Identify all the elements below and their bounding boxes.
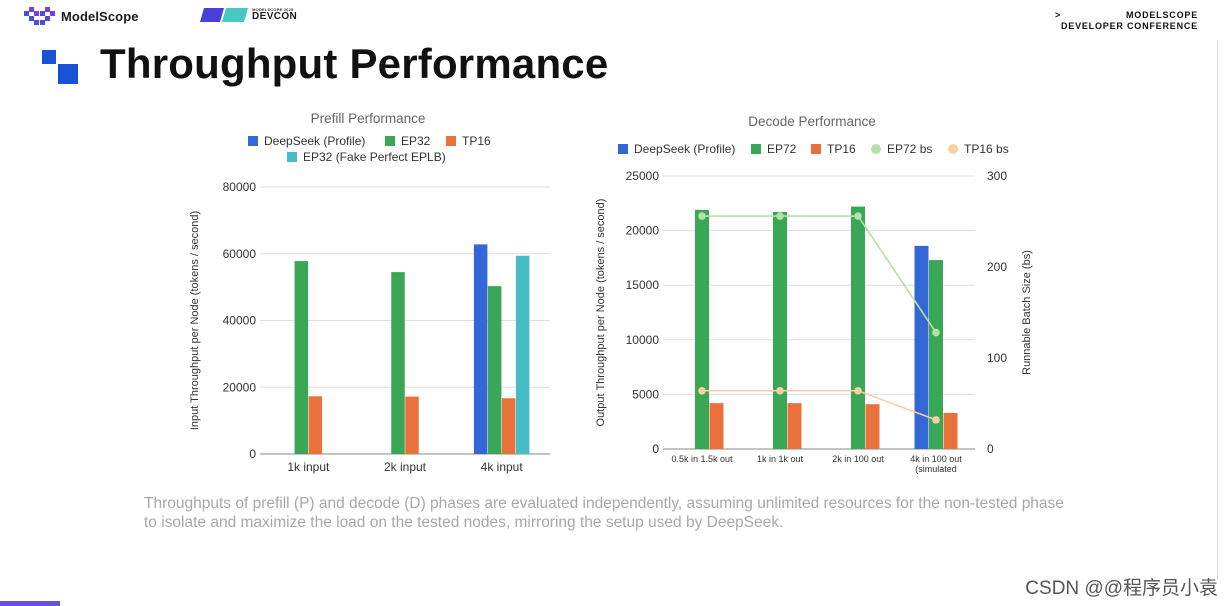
bar-tp16-4k-input: [501, 398, 516, 454]
y2-axis-label: Runnable Batch Size (bs): [1021, 250, 1033, 375]
point-tp16-bs-0-5k-in-1-5k-out: [698, 386, 706, 395]
csdn-watermark: CSDN @@程序员小袁: [1025, 578, 1218, 599]
x-tick-label: 2k in 100 out: [832, 454, 884, 464]
bar-ep72-4k-in-100-out: [929, 260, 943, 449]
legend-label-deepseek-profile: DeepSeek (Profile): [634, 142, 735, 156]
legend-label-tp16: TP16: [827, 142, 856, 156]
page-title: Throughput Performance: [100, 40, 609, 87]
bottom-accent-bar: [0, 601, 60, 606]
legend-swatch-ep32-fake-perfect-eplb: [287, 152, 297, 162]
title-squares-icon: [42, 50, 80, 86]
x-tick-sublabel: (simulated: [915, 464, 957, 474]
conference-line-2: DEVELOPER CONFERENCE: [1060, 21, 1198, 31]
bar-ep72-2k-in-100-out: [851, 206, 865, 449]
conference-name: > MODELSCOPE DEVELOPER CONFERENCE: [1055, 10, 1198, 32]
y-tick-label: 25000: [626, 169, 660, 183]
y2-tick-label: 0: [987, 442, 994, 456]
point-ep72-bs-0-5k-in-1-5k-out: [698, 212, 706, 220]
point-ep72-bs-4k-in-100-out: [932, 328, 940, 337]
y-tick-label: 80000: [223, 180, 257, 194]
point-ep72-bs-2k-in-100-out: [854, 212, 862, 220]
legend-label-tp16-bs: TP16 bs: [964, 142, 1009, 156]
bar-ep72-1k-in-1k-out: [773, 212, 787, 449]
legend-label-tp16: TP16: [462, 134, 491, 148]
bar-ep32-4k-input: [487, 286, 502, 454]
bar-tp16-0-5k-in-1-5k-out: [709, 403, 724, 449]
legend-swatch-ep32: [385, 136, 395, 146]
y-tick-label: 15000: [626, 278, 660, 292]
modelscope-logo-text: ModelScope: [61, 8, 139, 24]
bar-tp16-1k-input: [308, 396, 323, 454]
legend-swatch-tp16: [446, 136, 456, 146]
legend-swatch-ep72: [751, 144, 761, 154]
y2-tick-label: 300: [987, 169, 1007, 183]
legend-swatch-deepseek-profile: [618, 144, 628, 154]
bar-tp16-4k-in-100-out: [943, 412, 958, 449]
point-tp16-bs-1k-in-1k-out: [776, 386, 784, 395]
bar-ep32-2k-input: [391, 272, 405, 454]
bar-ep72-0-5k-in-1-5k-out: [695, 209, 709, 449]
prefill-performance-chart: Prefill Performance DeepSeek (Profile) EP3…: [189, 111, 550, 474]
legend-label-ep72: EP72: [767, 142, 797, 156]
bar-ep32-1k-input: [294, 261, 309, 454]
y-tick-label: 0: [249, 447, 256, 461]
y-tick-label: 10000: [626, 333, 660, 347]
legend-label-deepseek-profile: DeepSeek (Profile): [264, 134, 365, 148]
x-tick-label: 4k input: [481, 460, 524, 474]
y-tick-label: 20000: [626, 224, 660, 238]
y-tick-label: 20000: [223, 380, 257, 394]
slide-edge-line: [1217, 40, 1218, 580]
y2-tick-label: 100: [987, 351, 1007, 365]
x-tick-label: 0.5k in 1.5k out: [671, 454, 733, 464]
line-ep72-bs: [702, 215, 937, 333]
y-axis-label: Output Throughput per Node (tokens / sec…: [595, 199, 607, 427]
y-tick-label: 0: [652, 442, 659, 456]
bar-tp16-2k-input: [405, 396, 419, 454]
legend-swatch-deepseek-profile: [248, 136, 258, 146]
x-tick-label: 1k in 1k out: [757, 454, 804, 464]
bar-ep32-fake-perfect-eplb-4k-input: [515, 255, 530, 454]
modelscope-logo-icon: [24, 7, 56, 25]
legend-label-ep32-fake-perfect-eplb: EP32 (Fake Perfect EPLB): [303, 150, 446, 164]
line-tp16-bs: [702, 389, 937, 421]
bar-deepseek-profile-4k-input: [473, 244, 488, 454]
bar-deepseek-profile-4k-in-100-out: [914, 245, 929, 449]
legend-swatch-tp16-bs: [948, 144, 958, 154]
x-tick-label: 2k input: [384, 460, 427, 474]
bar-tp16-1k-in-1k-out: [787, 403, 802, 449]
slide-caption: Throughputs of prefill (P) and decode (D…: [144, 495, 1064, 531]
devcon-title: DEVCON: [252, 11, 298, 22]
chart-title: Prefill Performance: [311, 111, 426, 126]
chart-title: Decode Performance: [748, 114, 876, 129]
devcon-subtitle: MODELSCOPE 2025: [252, 7, 294, 12]
header-bar: ModelScope MODELSCOPE 2025 DEVCON > MODE…: [0, 0, 1224, 34]
y-tick-label: 60000: [223, 247, 257, 261]
conference-line-1: MODELSCOPE: [1125, 10, 1198, 20]
legend-swatch-tp16: [811, 144, 821, 154]
y-tick-label: 5000: [632, 387, 659, 401]
conference-arrow-icon: >: [1054, 10, 1062, 20]
point-tp16-bs-4k-in-100-out: [932, 416, 940, 424]
devcon-logo-icon: [200, 8, 248, 22]
y-tick-label: 40000: [223, 314, 257, 328]
x-tick-label: 4k in 100 out: [910, 454, 962, 464]
point-tp16-bs-2k-in-100-out: [854, 386, 862, 395]
x-tick-label: 1k input: [287, 460, 330, 474]
decode-performance-chart: Decode Performance DeepSeek (Profile) EP72…: [595, 114, 1033, 474]
y2-tick-label: 200: [987, 260, 1007, 274]
legend-label-ep32: EP32: [401, 134, 431, 148]
bar-tp16-2k-in-100-out: [865, 404, 880, 449]
point-ep72-bs-1k-in-1k-out: [776, 212, 784, 220]
legend-swatch-ep72-bs: [871, 144, 881, 154]
modelscope-logo: ModelScope: [24, 7, 139, 25]
devcon-logo: MODELSCOPE 2025 DEVCON: [200, 8, 297, 22]
legend-label-ep72-bs: EP72 bs: [887, 142, 932, 156]
y-axis-label: Input Throughput per Node (tokens / seco…: [189, 211, 201, 430]
